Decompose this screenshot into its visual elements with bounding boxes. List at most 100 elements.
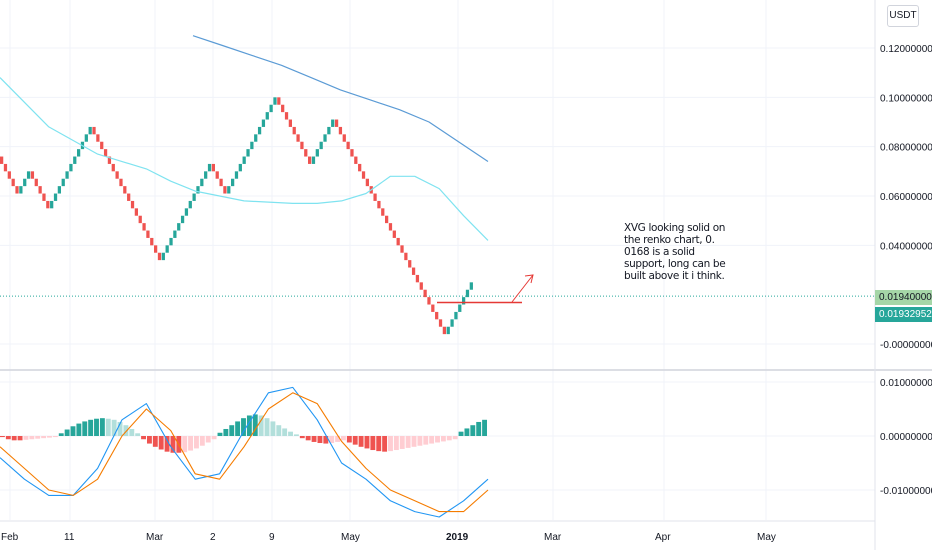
macd-histogram-bar [52, 436, 58, 438]
macd-histogram-bar [164, 436, 170, 452]
macd-histogram-bar [470, 425, 476, 436]
renko-brick-down [0, 156, 4, 164]
macd-histogram-bar [293, 434, 299, 436]
renko-brick-up [465, 289, 470, 298]
renko-brick-down [146, 230, 150, 238]
last-price-tag: 0.01940000 [875, 290, 932, 305]
renko-brick-up [257, 126, 262, 135]
indicator-axis-label: 0.00000000 [880, 432, 932, 443]
renko-brick-up [234, 171, 239, 179]
renko-brick-up [165, 245, 169, 253]
renko-brick-up [61, 178, 65, 187]
renko-brick-up [227, 186, 231, 194]
macd-histogram-bar [405, 436, 411, 448]
renko-brick-down [338, 126, 343, 135]
macd-histogram-bar [388, 436, 393, 452]
macd-histogram-bar [82, 421, 88, 436]
renko-brick-up [196, 186, 200, 194]
renko-brick-down [107, 156, 112, 164]
renko-brick-up [327, 126, 331, 135]
renko-brick-down [423, 289, 427, 298]
macd-histogram-bar [188, 436, 194, 451]
renko-brick-down [138, 215, 142, 224]
renko-brick-down [130, 200, 135, 209]
macd-histogram-bar [99, 418, 105, 436]
renko-brick-up [454, 311, 458, 320]
renko-brick-down [211, 163, 215, 172]
renko-brick-up [207, 163, 212, 172]
renko-brick-down [354, 156, 358, 164]
macd-histogram-bar [341, 436, 346, 441]
renko-brick-down [365, 178, 369, 187]
renko-brick-up [446, 326, 450, 335]
renko-brick-up [184, 208, 189, 216]
renko-brick-down [404, 252, 408, 261]
renko-brick-down [134, 208, 138, 216]
renko-brick-down [431, 304, 435, 312]
macd-histogram-bar [370, 436, 376, 451]
note-line: 0168 is a solid [624, 246, 695, 258]
trend-arrow-shaft[interactable] [511, 274, 534, 303]
renko-brick-down [115, 171, 119, 179]
renko-brick-down [157, 252, 162, 261]
macd-histogram-bar [64, 429, 70, 436]
currency-button[interactable]: USDT [887, 5, 919, 27]
time-axis-label: May [341, 532, 360, 543]
renko-brick-down [342, 134, 346, 142]
renko-brick-down [435, 311, 439, 320]
macd-histogram-bar [0, 436, 5, 438]
renko-brick-up [319, 141, 323, 150]
renko-brick-down [38, 186, 42, 194]
renko-brick-up [180, 215, 185, 224]
renko-brick-down [304, 149, 308, 157]
time-axis-label: Mar [146, 532, 164, 543]
note-line: XVG looking solid on [624, 222, 726, 234]
macd-histogram-bar [41, 436, 47, 439]
time-axis-label: 2019 [446, 532, 469, 543]
renko-brick-up [261, 119, 266, 127]
macd-histogram-bar [88, 419, 94, 436]
macd-histogram-bar [417, 436, 423, 446]
trend-arrow-head[interactable] [524, 274, 534, 284]
macd-histogram-bar [70, 426, 76, 436]
renko-brick-up [23, 178, 27, 187]
macd-histogram-bar [411, 436, 417, 447]
macd-histogram-bar [205, 436, 211, 443]
renko-brick-down [415, 274, 420, 283]
renko-brick-up [469, 282, 473, 290]
time-axis-label: 2 [210, 532, 216, 543]
text-note[interactable]: XVG looking solid on the renko chart, 0.… [624, 222, 742, 282]
renko-brick-up [65, 171, 69, 179]
renko-brick-down [334, 119, 339, 127]
renko-brick-down [281, 104, 285, 113]
renko-brick-up [177, 223, 181, 231]
renko-brick-down [142, 223, 146, 231]
renko-brick-down [361, 171, 366, 179]
renko-brick-down [442, 326, 446, 335]
renko-brick-up [311, 156, 316, 164]
macd-histogram-bar [329, 436, 335, 444]
renko-brick-down [411, 267, 416, 275]
macd-histogram-bar [123, 425, 129, 436]
signal-line [0, 392, 489, 513]
renko-brick-down [385, 215, 389, 224]
renko-brick-up [69, 163, 73, 172]
macd-histogram-bar [141, 436, 146, 440]
renko-brick-up [53, 193, 58, 201]
macd-histogram-bar [229, 425, 235, 436]
renko-brick-up [458, 304, 462, 312]
macd-histogram-bar [111, 419, 117, 436]
renko-brick-down [358, 163, 362, 172]
macd-histogram-bar [317, 436, 323, 444]
macd-histogram-bar [23, 436, 29, 440]
renko-brick-down [292, 126, 296, 135]
macd-histogram-bar [358, 436, 364, 447]
renko-brick-down [30, 171, 35, 179]
note-line: built above it i think. [624, 270, 725, 282]
macd-histogram-bar [423, 436, 429, 445]
time-axis-label: 9 [269, 532, 275, 543]
renko-brick-down [388, 223, 393, 231]
renko-brick-up [84, 134, 88, 142]
